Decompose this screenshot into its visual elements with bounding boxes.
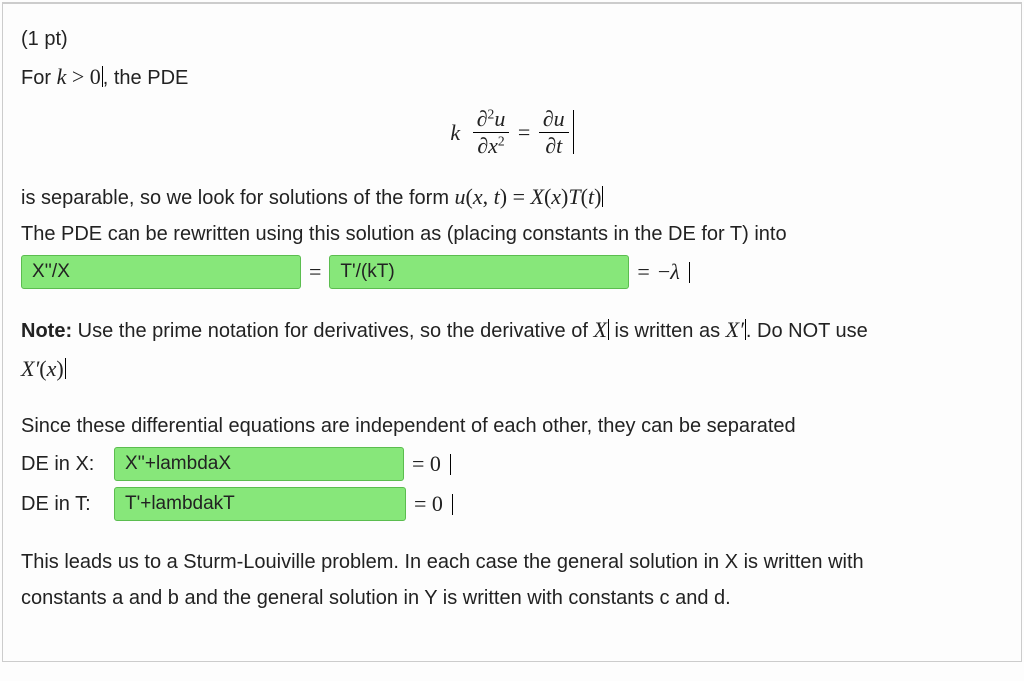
sep-math: u(x, t) = X(x)T(t) bbox=[455, 184, 602, 209]
de-x-label: DE in X: bbox=[21, 453, 106, 476]
answer-de-x[interactable]: X''+lambdaX bbox=[114, 447, 404, 481]
intro-suffix: , the PDE bbox=[103, 67, 189, 89]
separation-row: X''/X = T'/(kT) = −λ bbox=[21, 255, 1003, 289]
note-Xp: X′ bbox=[726, 317, 744, 342]
eq-sign-1: = bbox=[309, 259, 321, 285]
note-line-1: Note: Use the prime notation for derivat… bbox=[21, 313, 1003, 346]
note-Xpx: X′(x) bbox=[21, 356, 64, 381]
intro-line: For k > 0, the PDE bbox=[21, 60, 1003, 93]
det-cursor bbox=[452, 494, 453, 515]
num-right: ∂u bbox=[543, 106, 565, 131]
answer-rhs[interactable]: T'/(kT) bbox=[329, 255, 629, 289]
eq-zero-t: = 0 bbox=[414, 491, 443, 517]
answer-lhs[interactable]: X''/X bbox=[21, 255, 301, 289]
answer-de-t[interactable]: T'+lambdakT bbox=[114, 487, 406, 521]
note-cursor-3 bbox=[65, 358, 66, 379]
den-left-dx: ∂x bbox=[477, 133, 498, 158]
intro-math: k > 0 bbox=[57, 64, 101, 89]
sep-cursor bbox=[602, 186, 603, 207]
eq-cursor bbox=[573, 110, 574, 154]
note-text-c: . Do NOT use bbox=[746, 320, 868, 342]
frac-left: ∂2u ∂x2 bbox=[473, 107, 510, 158]
lambda-cursor bbox=[689, 262, 690, 283]
points-label: (1 pt) bbox=[21, 24, 1003, 54]
note-text-b: is written as bbox=[609, 320, 726, 342]
den-left-sup: 2 bbox=[498, 134, 505, 149]
rewrite-line: The PDE can be rewritten using this solu… bbox=[21, 219, 1003, 249]
intro-prefix: For bbox=[21, 67, 57, 89]
eq-sign-center: = bbox=[518, 120, 536, 145]
frac-right: ∂u ∂t bbox=[539, 107, 569, 158]
eq-zero-x: = 0 bbox=[412, 451, 441, 477]
de-t-row: DE in T: T'+lambdakT = 0 bbox=[21, 487, 1003, 521]
eq-sign-2: = bbox=[637, 259, 649, 285]
problem-panel: (1 pt) For k > 0, the PDE k ∂2u ∂x2 = ∂u… bbox=[2, 2, 1022, 662]
note-X: X bbox=[593, 317, 606, 342]
de-x-row: DE in X: X''+lambdaX = 0 bbox=[21, 447, 1003, 481]
neg-lambda: −λ bbox=[658, 259, 680, 285]
dex-cursor bbox=[450, 454, 451, 475]
note-label: Note: bbox=[21, 320, 72, 342]
final-line-1: This leads us to a Sturm-Louiville probl… bbox=[21, 547, 1003, 577]
num-left-d: ∂ bbox=[477, 106, 488, 131]
separable-line: is separable, so we look for solutions o… bbox=[21, 180, 1003, 213]
pde-equation: k ∂2u ∂x2 = ∂u ∂t bbox=[21, 107, 1003, 158]
note-text-a: Use the prime notation for derivatives, … bbox=[72, 320, 593, 342]
eq-k: k bbox=[450, 120, 460, 145]
num-left-u: u bbox=[494, 106, 505, 131]
independent-line: Since these differential equations are i… bbox=[21, 411, 1003, 441]
sep-text: is separable, so we look for solutions o… bbox=[21, 187, 455, 209]
den-right: ∂t bbox=[545, 133, 562, 158]
final-line-2: constants a and b and the general soluti… bbox=[21, 583, 1003, 613]
note-line-2: X′(x) bbox=[21, 352, 1003, 385]
de-t-label: DE in T: bbox=[21, 493, 106, 516]
